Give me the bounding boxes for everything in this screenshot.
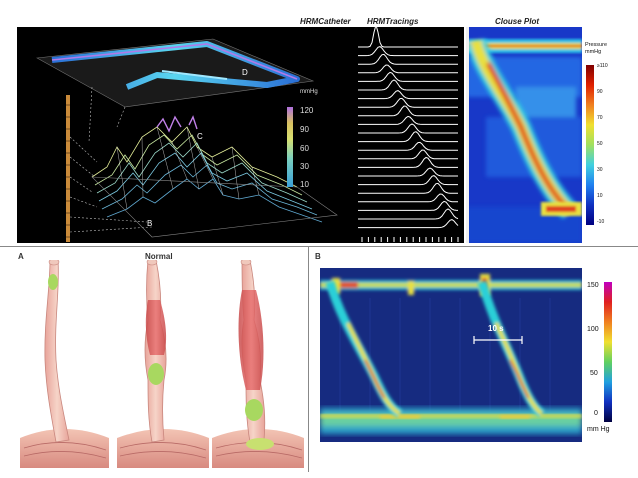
tracing-line <box>358 156 458 168</box>
surface-scale-tick: 30 <box>300 162 309 171</box>
clouse-scale-tick: 70 <box>597 115 603 121</box>
tracing-line <box>358 90 458 100</box>
tracing-line <box>358 219 459 229</box>
clouse-scale-gradient <box>586 65 594 225</box>
tracing-line <box>358 182 458 194</box>
surface-scale-tick: 90 <box>300 125 309 134</box>
clouse-scale-tick: 50 <box>597 141 603 147</box>
hrm-tracings-graphic <box>358 23 459 242</box>
pressure-scale: 150 100 50 0 mm Hg <box>582 268 632 442</box>
pressure-scale-tick: 50 <box>590 370 598 377</box>
tracing-line <box>358 23 458 48</box>
clouse-scale-tick: ≥110 <box>597 63 608 69</box>
clouse-scale-tick: 30 <box>597 167 603 173</box>
tracing-line <box>358 71 458 82</box>
time-scale-label: 10 s <box>488 324 504 333</box>
surface-plot-panel: mmHg 120 90 60 30 10 B C D <box>17 27 358 243</box>
pressure-scale-tick: 150 <box>587 282 599 289</box>
surface-scale-tick: 120 <box>300 106 314 115</box>
pressure-scale-tick: 0 <box>594 410 598 417</box>
tracing-line <box>358 123 458 134</box>
panel-b-letter: B <box>315 252 321 261</box>
tracing-line <box>358 64 458 74</box>
surface-label-d: D <box>242 68 248 77</box>
clouse-scale-tick: -10 <box>597 219 605 225</box>
clouse-plot-graphic <box>466 27 582 243</box>
panel-a-letter: A <box>18 252 24 261</box>
tracing-line <box>358 131 458 143</box>
surface-plot-graphic <box>36 38 338 242</box>
header-hrm-catheter: HRMCatheter <box>300 17 351 26</box>
tracing-line <box>358 115 458 125</box>
hrm-tracings-panel <box>358 23 464 243</box>
tracing-line <box>358 79 458 91</box>
surface-scale-tick: 10 <box>300 180 309 189</box>
tracing-line <box>358 149 458 160</box>
clouse-scale-tick: 10 <box>597 193 603 199</box>
clouse-plot-panel <box>466 27 582 243</box>
tracing-line <box>358 46 458 57</box>
clouse-scale-tick: 90 <box>597 89 603 95</box>
pressure-scale-tick: 100 <box>587 326 599 333</box>
vertical-divider <box>308 246 309 472</box>
esophagus-graphic <box>20 258 304 468</box>
pressure-topography-plot: 10 s <box>320 268 582 442</box>
surface-scale-unit: mmHg <box>300 89 318 95</box>
surface-label-b: B <box>147 219 153 228</box>
clouse-scale-unit: mmHg <box>585 49 602 55</box>
header-hrm-tracings: HRMTracings <box>367 17 419 26</box>
tracing-line <box>358 200 459 211</box>
pressure-topography-graphic <box>320 268 582 442</box>
surface-label-c: C <box>197 132 203 141</box>
surface-scale-tick: 60 <box>300 144 309 153</box>
tracing-line <box>358 208 459 220</box>
tracing-line <box>358 175 458 186</box>
panel-a-title: Normal <box>145 252 173 261</box>
clouse-scale: Pressure mmHg ≥110 90 70 50 30 10 -10 <box>582 27 630 243</box>
tracing-line <box>358 97 458 108</box>
tracing-line <box>358 105 458 117</box>
horizontal-divider <box>0 246 638 247</box>
tracing-line <box>358 53 458 65</box>
header-clouse-plot: Clouse Plot <box>495 17 540 26</box>
pressure-scale-gradient <box>604 282 612 422</box>
clouse-scale-title: Pressure <box>585 42 608 48</box>
esophagus-illustration <box>14 258 306 468</box>
tracing-line <box>358 141 458 151</box>
tracing-line <box>358 167 458 177</box>
tracing-line <box>358 193 458 203</box>
pressure-scale-unit: mm Hg <box>587 426 610 433</box>
